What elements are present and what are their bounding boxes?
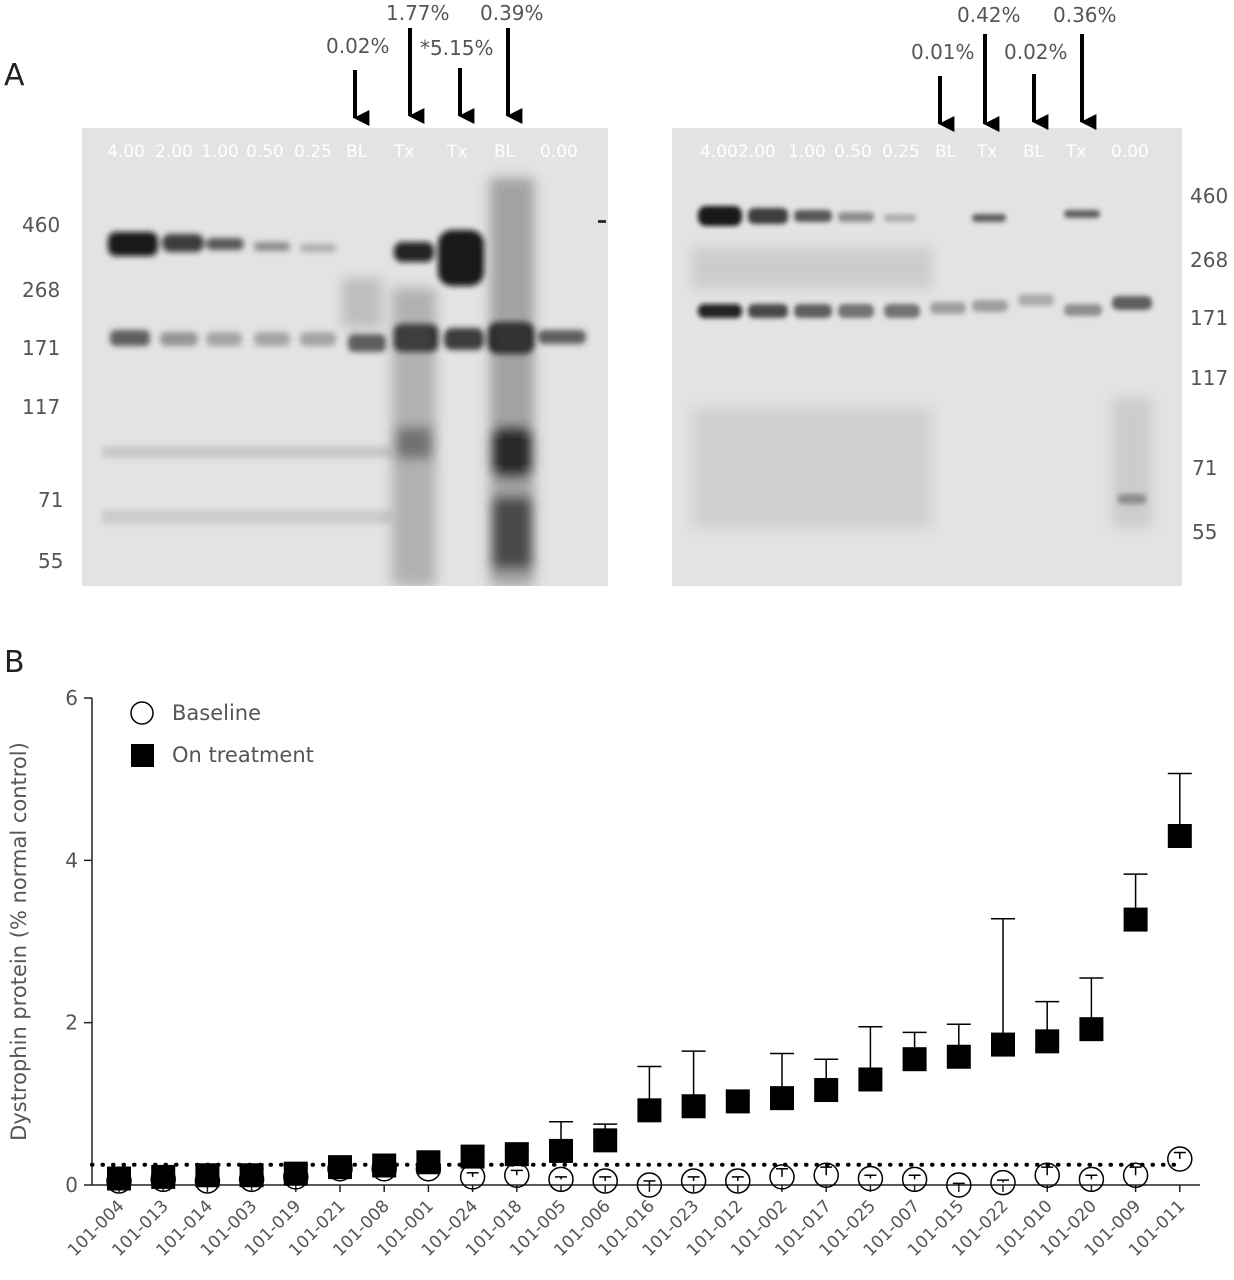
treatment-point	[814, 1078, 839, 1103]
left-mw-55: 55	[38, 549, 64, 573]
baseline-point	[1122, 1162, 1149, 1189]
baseline-point	[946, 1172, 972, 1198]
baseline-point	[636, 1172, 663, 1198]
y-axis-label: Dystrophin protein (% normal control)	[7, 742, 31, 1141]
right-blot-image	[672, 128, 1182, 586]
left-mw-117: 117	[22, 395, 61, 419]
baseline-point	[1034, 1162, 1060, 1189]
right-lane-label-8: Tx	[1066, 142, 1087, 162]
left-annotation-3: *5.15%	[420, 36, 494, 60]
left-mw-171: 171	[22, 336, 61, 360]
right-mw-171: 171	[1190, 306, 1229, 330]
treatment-point	[283, 1161, 308, 1186]
baseline-point	[592, 1168, 618, 1194]
panel-a-arrows	[353, 28, 1097, 132]
right-mw-268: 268	[1190, 248, 1229, 272]
right-lane-label-5: BL	[935, 142, 957, 162]
legend-baseline-label: Baseline	[172, 701, 261, 725]
right-lane-label-6: Tx	[977, 142, 998, 162]
treatment-point	[239, 1163, 264, 1188]
right-lane-label-2: 1.00	[788, 142, 826, 162]
treatment-point	[107, 1166, 131, 1191]
legend-treatment-marker	[131, 744, 154, 767]
treatment-point	[1079, 1017, 1104, 1042]
y-tick-label: 0	[65, 1173, 78, 1197]
treatment-point	[1123, 907, 1148, 932]
left-annotation-4: 0.39%	[480, 1, 544, 25]
right-lane-label-1: 4.002.00	[700, 142, 776, 162]
treatment-point	[328, 1155, 352, 1180]
left-blot-bands	[102, 178, 606, 586]
left-lane-label-8: Tx	[447, 142, 468, 162]
treatment-point	[460, 1144, 485, 1169]
baseline-point	[1167, 1146, 1193, 1172]
treatment-point	[549, 1138, 573, 1163]
left-lane-label-6: BL	[346, 142, 368, 162]
treatment-point	[725, 1089, 750, 1114]
right-lane-label-7: BL	[1023, 142, 1045, 162]
right-mw-117: 117	[1190, 366, 1229, 390]
left-lane-label-9: BL	[494, 142, 516, 162]
left-lane-label-3: 1.00	[201, 142, 239, 162]
y-tick-label: 4	[65, 848, 78, 872]
right-mw-460: 460	[1190, 184, 1229, 208]
left-annotation-1: 0.02%	[326, 34, 390, 58]
baseline-point	[725, 1168, 751, 1194]
left-blot-image	[82, 128, 608, 586]
right-annotation-1: 0.01%	[911, 40, 975, 64]
right-annotation-3: 0.02%	[1004, 40, 1068, 64]
right-blot-bands	[692, 206, 1152, 528]
right-annotation-2: 0.42%	[957, 3, 1021, 27]
left-lane-label-1: 4.00	[107, 142, 145, 162]
left-lane-label-4: 0.50	[246, 142, 284, 162]
left-lane-label-7: Tx	[394, 142, 415, 162]
baseline-point	[1078, 1166, 1105, 1193]
treatment-point	[195, 1163, 220, 1188]
treatment-point	[637, 1098, 662, 1123]
treatment-point	[1035, 1029, 1060, 1054]
right-mw-71: 71	[1192, 456, 1218, 480]
treatment-point	[946, 1044, 971, 1069]
left-lane-label-5: 0.25	[294, 142, 332, 162]
right-annotation-4: 0.36%	[1053, 3, 1117, 27]
left-mw-71: 71	[38, 488, 64, 512]
panel-a-letter: A	[4, 58, 25, 93]
panel-b-letter: B	[4, 645, 25, 680]
treatment-point	[1167, 823, 1192, 848]
y-tick-label: 2	[65, 1011, 78, 1035]
baseline-point	[901, 1166, 928, 1193]
treatment-point	[991, 1032, 1015, 1057]
treatment-point	[372, 1153, 397, 1178]
treatment-point	[858, 1067, 883, 1092]
left-annotation-2: 1.77%	[386, 1, 450, 25]
legend-treatment-label: On treatment	[172, 743, 314, 767]
baseline-point	[680, 1168, 707, 1194]
right-lane-label-9: 0.00	[1111, 142, 1149, 162]
treatment-point	[593, 1128, 618, 1153]
baseline-point	[548, 1166, 574, 1193]
treatment-point	[504, 1142, 529, 1167]
right-lane-label-3: 0.50	[834, 142, 872, 162]
legend-baseline-marker	[130, 701, 154, 725]
treatment-point	[416, 1150, 441, 1175]
left-lane-label-10: 0.00	[540, 142, 578, 162]
treatment-point	[770, 1086, 794, 1111]
left-lane-label-2: 2.00	[155, 142, 193, 162]
treatment-point	[902, 1047, 927, 1072]
treatment-point	[151, 1164, 176, 1189]
right-lane-label-4: 0.25	[882, 142, 920, 162]
left-mw-460: 460	[22, 213, 61, 237]
left-mw-268: 268	[22, 278, 61, 302]
y-tick-label: 6	[65, 686, 78, 710]
dystrophin-chart: 0 2 4 6 Dystrophin protein (% normal control…	[7, 686, 1200, 1261]
baseline-point	[769, 1164, 795, 1190]
right-mw-55: 55	[1192, 520, 1218, 544]
treatment-point	[681, 1094, 706, 1119]
baseline-point	[990, 1169, 1016, 1196]
baseline-point	[813, 1162, 839, 1189]
baseline-point	[857, 1165, 884, 1192]
